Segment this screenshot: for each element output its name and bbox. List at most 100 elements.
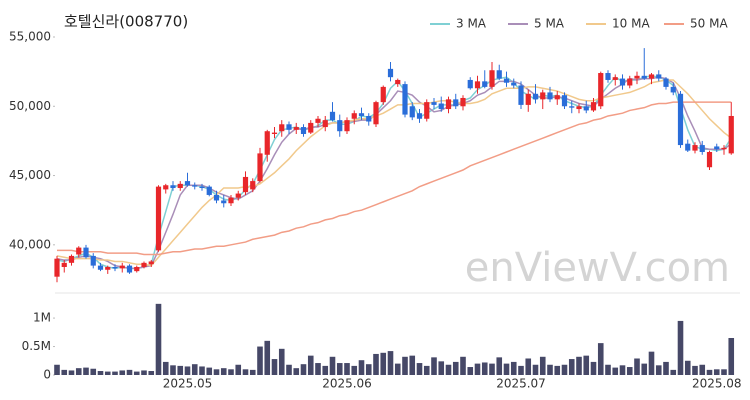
volume-bar: [315, 363, 321, 375]
candle-body: [496, 70, 502, 79]
candle-body: [627, 78, 633, 86]
volume-bar: [162, 361, 169, 375]
candle-body: [656, 74, 662, 79]
candle-body: [438, 103, 444, 110]
volume-bar: [728, 338, 735, 375]
candle-body: [474, 81, 481, 89]
candle-body: [554, 95, 560, 100]
volume-bar: [626, 367, 633, 375]
candle-body: [170, 185, 176, 189]
candle-body: [482, 81, 488, 87]
candle-body: [460, 97, 466, 107]
volume-bar: [554, 365, 561, 375]
volume-bar: [68, 370, 75, 375]
candle-body: [242, 176, 249, 193]
y-tick-label: 55,000: [9, 30, 51, 44]
x-tick-label: 2025.05: [163, 377, 213, 391]
y-tick-label: 45,000: [9, 168, 51, 182]
candle-body: [279, 124, 285, 132]
volume-bar: [365, 364, 372, 375]
candle-body: [308, 122, 314, 133]
volume-bar: [547, 364, 553, 375]
candle-body: [192, 185, 198, 187]
candle-body: [264, 131, 270, 155]
volume-bar: [271, 359, 278, 375]
volume-bar: [605, 364, 611, 375]
volume-bar: [416, 363, 423, 375]
candle-body: [409, 106, 415, 118]
volume-bar: [438, 361, 445, 375]
volume-bar: [336, 363, 343, 375]
volume-bar: [112, 371, 118, 375]
x-tick-label: 2025.08: [692, 377, 742, 391]
volume-bar: [235, 364, 242, 375]
candle-body: [431, 102, 437, 105]
legend-label: 50 MA: [690, 17, 728, 31]
candle-body: [83, 247, 89, 258]
candle-body: [206, 186, 212, 195]
candle-body: [416, 113, 423, 119]
candle-body: [445, 99, 452, 110]
candle-body: [337, 120, 343, 132]
volume-bar: [104, 371, 111, 375]
volume-bar: [699, 364, 706, 375]
candle-body: [380, 86, 386, 103]
candle-body: [641, 75, 647, 79]
volume-bar: [677, 320, 684, 375]
volume-bar: [264, 340, 271, 375]
volume-bar: [213, 369, 220, 375]
volume-bar: [510, 361, 517, 375]
candle-body: [583, 106, 589, 111]
volume-bar: [474, 363, 481, 375]
y-tick-label: 0.5M: [22, 339, 51, 353]
y-tick-label: 1M: [33, 311, 51, 325]
candle-body: [547, 92, 553, 100]
candle-body: [141, 262, 147, 267]
volume-bar: [322, 365, 329, 375]
candle-body: [525, 93, 531, 105]
legend-label: 3 MA: [456, 17, 487, 31]
candle-body: [699, 145, 705, 152]
y-tick-label: 40,000: [9, 237, 51, 251]
volume-bar: [641, 363, 648, 375]
candle-body: [634, 75, 640, 79]
candle-body: [322, 120, 328, 128]
candle-body: [358, 113, 365, 116]
ma-line: [56, 75, 732, 270]
volume-bar: [358, 360, 365, 375]
volume-bar: [249, 369, 256, 375]
candle-body: [286, 124, 292, 130]
volume-bar: [713, 369, 720, 375]
watermark: enViewV.com: [465, 245, 730, 291]
candle-body: [685, 143, 691, 151]
candle-body: [692, 145, 698, 151]
volume-bar: [329, 356, 336, 375]
candle-body: [221, 200, 227, 204]
candle-body: [612, 77, 618, 80]
candle-body: [503, 78, 510, 83]
volume-bar: [394, 363, 401, 375]
volume-bar: [133, 371, 140, 375]
candle-body: [300, 127, 307, 134]
volume-bar: [634, 358, 640, 375]
candle-body: [518, 85, 524, 105]
volume-bar: [126, 369, 133, 375]
volume-bar: [431, 357, 437, 375]
candle-body: [235, 193, 241, 198]
volume-bar: [576, 356, 582, 375]
candle-body: [315, 118, 321, 123]
volume-bar: [460, 356, 466, 375]
ma-line: [56, 76, 732, 270]
candle-body: [271, 132, 278, 134]
volume-bar: [648, 351, 655, 375]
candle-body: [511, 82, 517, 86]
legend-label: 5 MA: [534, 17, 565, 31]
candle-body: [54, 258, 60, 277]
volume-bar: [423, 365, 430, 375]
candle-body: [721, 147, 727, 150]
candle-body: [148, 261, 154, 265]
candle-body: [670, 86, 676, 93]
candle-body: [453, 99, 459, 107]
volume-bar: [206, 367, 213, 375]
volume-bar: [191, 364, 198, 375]
